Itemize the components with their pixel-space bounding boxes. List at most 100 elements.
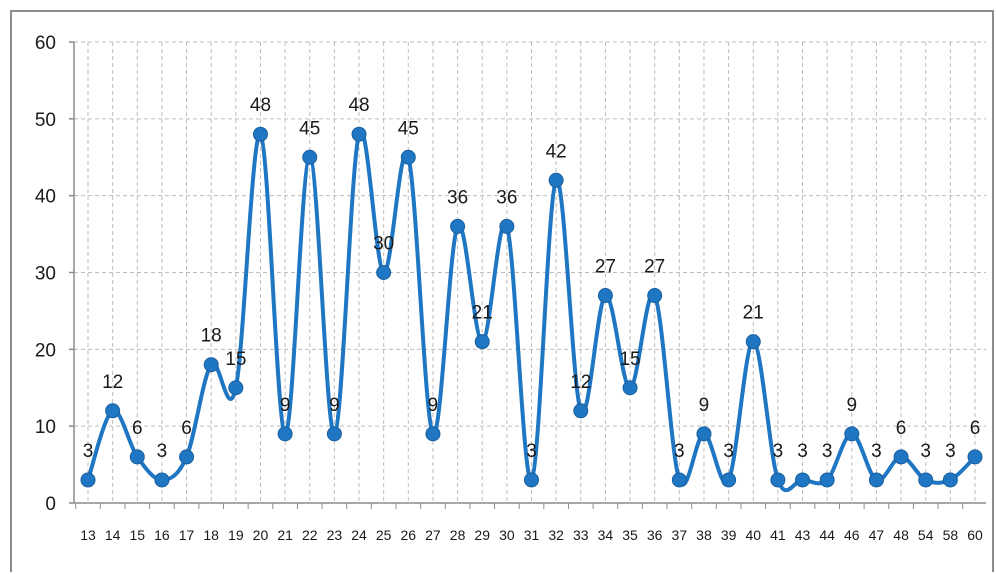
data-label: 36 [496,187,517,208]
data-point [597,288,613,304]
x-tick-label: 35 [622,527,638,543]
data-point [400,149,416,165]
data-point [154,472,170,488]
x-tick-label: 43 [795,527,811,543]
data-point [942,472,958,488]
data-label: 3 [723,441,734,462]
data-point [647,288,663,304]
data-point [548,172,564,188]
data-point [450,218,466,234]
x-tick-label: 28 [450,527,466,543]
data-label: 9 [428,395,439,416]
x-tick-label: 39 [721,527,737,543]
data-point [129,449,145,465]
data-point [252,126,268,142]
data-label: 48 [348,95,369,116]
x-tick-label: 17 [179,527,195,543]
data-label: 3 [822,441,833,462]
data-label: 9 [699,395,710,416]
data-point [622,380,638,396]
data-label: 21 [472,303,493,324]
x-tick-label: 44 [819,527,835,543]
data-label: 9 [329,395,340,416]
data-point [203,357,219,373]
x-tick-label: 14 [105,527,121,543]
data-label: 27 [595,257,616,278]
data-label: 15 [619,349,640,370]
x-tick-label: 33 [573,527,589,543]
x-tick-label: 29 [474,527,490,543]
data-point [474,334,490,350]
y-tick-label: 50 [35,110,56,131]
x-tick-label: 48 [893,527,909,543]
data-label: 42 [546,141,567,162]
y-tick-label: 30 [35,264,56,285]
x-tick-label: 38 [696,527,712,543]
data-label: 12 [570,372,591,393]
y-tick-label: 10 [35,417,56,438]
x-tick-label: 54 [918,527,934,543]
x-tick-label: 40 [745,527,761,543]
data-point [524,472,539,488]
data-point [893,449,909,465]
data-label: 6 [132,418,143,439]
data-point [918,472,934,488]
x-tick-label: 47 [869,527,885,543]
data-label: 9 [847,395,858,416]
data-label: 3 [83,441,94,462]
data-point [425,426,441,442]
data-label: 21 [743,303,764,324]
y-tick-label: 40 [35,187,56,208]
data-label: 48 [250,95,271,116]
data-label: 6 [181,418,192,439]
data-point [376,265,392,280]
data-label: 3 [920,441,931,462]
x-tick-label: 13 [80,527,96,543]
x-tick-label: 30 [499,527,515,543]
x-tick-label: 36 [647,527,663,543]
data-point [795,472,811,488]
x-tick-label: 16 [154,527,170,543]
x-tick-label: 27 [425,527,441,543]
data-point [80,472,96,488]
x-tick-label: 24 [351,527,367,543]
data-point [105,403,121,419]
data-label: 9 [280,395,291,416]
data-point [302,149,318,165]
data-point [573,403,589,419]
data-point [721,472,737,488]
data-label: 30 [373,234,394,255]
data-point [326,426,342,442]
chart-frame [10,10,994,572]
data-label: 45 [299,118,320,139]
data-point [228,380,244,396]
data-label: 6 [896,418,907,439]
data-label: 18 [201,326,222,347]
data-label: 3 [526,441,537,462]
y-tick-label: 20 [35,340,56,361]
x-tick-label: 41 [770,527,786,543]
data-label: 3 [945,441,956,462]
x-tick-label: 18 [203,527,219,543]
x-tick-label: 26 [401,527,417,543]
data-label: 3 [157,441,168,462]
y-tick-label: 60 [35,33,56,54]
data-point [277,426,293,442]
x-tick-label: 22 [302,527,318,543]
data-point [967,449,983,465]
y-tick-label: 0 [45,494,56,515]
x-tick-label: 15 [129,527,145,543]
data-point [819,472,835,488]
data-point [770,472,786,488]
data-point [696,426,712,442]
data-label: 36 [447,187,468,208]
data-label: 12 [102,372,123,393]
data-label: 6 [970,418,981,439]
data-point [351,126,367,142]
data-point [868,472,884,488]
x-tick-label: 37 [672,527,688,543]
data-point [179,449,195,465]
x-tick-label: 23 [327,527,343,543]
x-tick-label: 34 [598,527,614,543]
